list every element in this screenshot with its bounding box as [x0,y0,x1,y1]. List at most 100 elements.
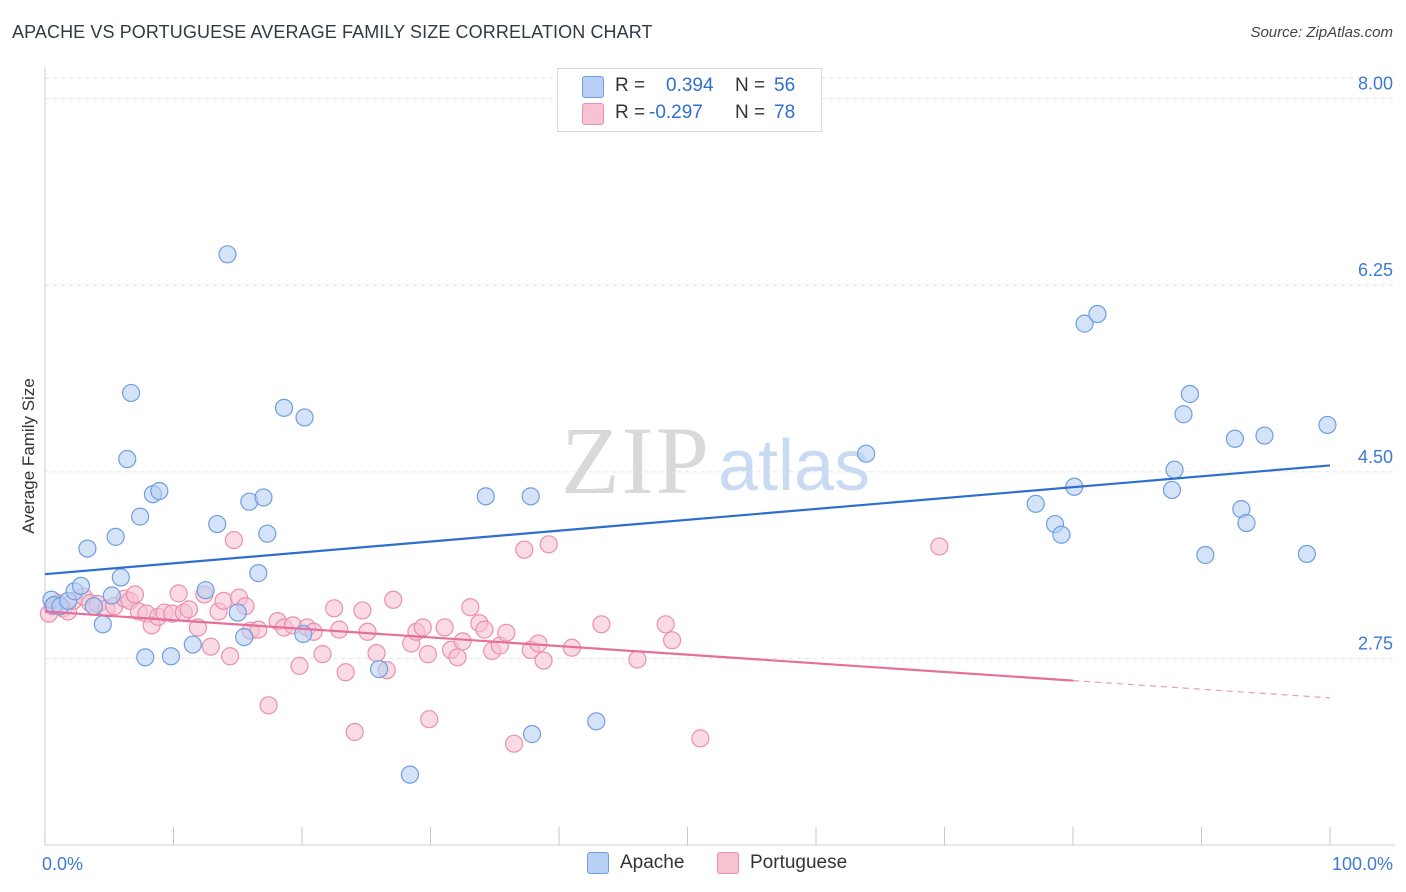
apache-point [274,398,294,417]
apache-point [295,408,314,427]
apache-swatch [582,76,604,98]
y-axis-label: Average Family Size [19,378,38,534]
portuguese-point [534,651,553,670]
y-tick-label: 2.75 [1358,633,1393,653]
portuguese-point [353,601,372,620]
apache-point [111,568,130,587]
chart-title: APACHE VS PORTUGUESE AVERAGE FAMILY SIZE… [12,22,653,42]
portuguese-point [592,615,611,634]
apache-point [1026,494,1045,513]
apache-n-value: 56 [774,75,796,96]
apache-point [102,586,121,605]
watermark-zip: ZIP [561,407,711,514]
portuguese-point [448,648,467,667]
portuguese-point [224,530,243,550]
apache-point [161,647,181,666]
x-tick-label: 100.0% [1332,854,1393,874]
apache-point [150,481,169,501]
apache-point [121,383,141,403]
portuguese-point [290,656,309,675]
portuguese-point [367,643,386,663]
x-tick-label: 0.0% [42,854,83,874]
portuguese-point [453,632,472,651]
apache-point [106,527,125,546]
apache-point [1318,415,1337,435]
portuguese-point [259,696,278,715]
portuguese-point [125,585,145,604]
portuguese-point [656,615,675,634]
apache-point [1237,513,1256,533]
apache-point [196,581,215,600]
apache-point [1225,429,1245,448]
apache-point [476,487,495,506]
portuguese-r-label: R = [615,102,646,123]
apache-point [78,539,97,558]
watermark: ZIP atlas [561,407,870,514]
portuguese-n-value: 78 [774,102,796,123]
grid-lines [45,77,1395,659]
apache-n-label: N = [735,75,766,96]
portuguese-point [435,618,454,637]
portuguese-point [497,623,516,642]
y-tick-label: 6.25 [1358,260,1393,280]
apache-point [522,725,542,744]
apache-point [1165,460,1184,479]
portuguese-point [214,591,233,610]
portuguese-swatch [582,103,604,125]
apache-point [587,712,606,731]
portuguese-point [504,734,524,753]
apache-point [857,444,876,463]
portuguese-point [515,540,534,559]
apache-point [71,576,91,596]
apache-point [249,564,268,583]
portuguese-point [220,647,240,666]
apache-point [93,615,112,634]
apache-point [208,514,227,534]
portuguese-point [413,618,432,637]
apache-point [136,648,155,667]
apache-point [228,603,247,622]
correlation-legend: R = 0.394 N = 56 R = -0.297 N = 78 [557,68,822,132]
apache-points [42,245,1337,784]
apache-point [235,627,254,647]
portuguese-point [201,637,220,656]
apache-point [1180,384,1200,404]
apache-point [1255,426,1274,445]
apache-point [1075,314,1094,333]
apache-point [1088,304,1107,324]
apache-point [1174,405,1193,424]
portuguese-point [179,600,199,619]
apache-legend-swatch [587,852,609,874]
portuguese-point [420,710,439,729]
apache-point [258,524,277,543]
portuguese-point [313,645,332,664]
portuguese-point [384,590,403,609]
watermark-atlas: atlas [718,426,870,506]
apache-point [130,507,150,526]
apache-point [84,597,103,616]
apache-point [400,765,420,784]
portuguese-point [330,620,349,639]
apache-r-value: 0.394 [666,75,714,96]
apache-point [118,449,137,469]
portuguese-point [336,663,355,682]
portuguese-point [691,729,710,748]
apache-point [1297,544,1316,564]
portuguese-point [461,598,480,617]
portuguese-r-value: -0.297 [649,102,703,123]
apache-point [218,245,237,264]
apache-point [183,635,202,654]
trend-lines [44,464,1331,699]
axes: 8.00 6.25 4.50 2.75 0.0% 100.0% [42,67,1395,874]
apache-legend-label: Apache [620,852,685,873]
source-credit: Source: ZipAtlas.com [1250,24,1393,41]
portuguese-point [169,584,188,603]
y-tick-label: 8.00 [1358,74,1393,94]
portuguese-n-label: N = [735,102,766,123]
apache-point [521,487,540,506]
apache-point [1162,480,1182,500]
apache-r-label: R = [615,75,646,96]
portuguese-point [475,620,494,639]
portuguese-point [188,618,208,637]
